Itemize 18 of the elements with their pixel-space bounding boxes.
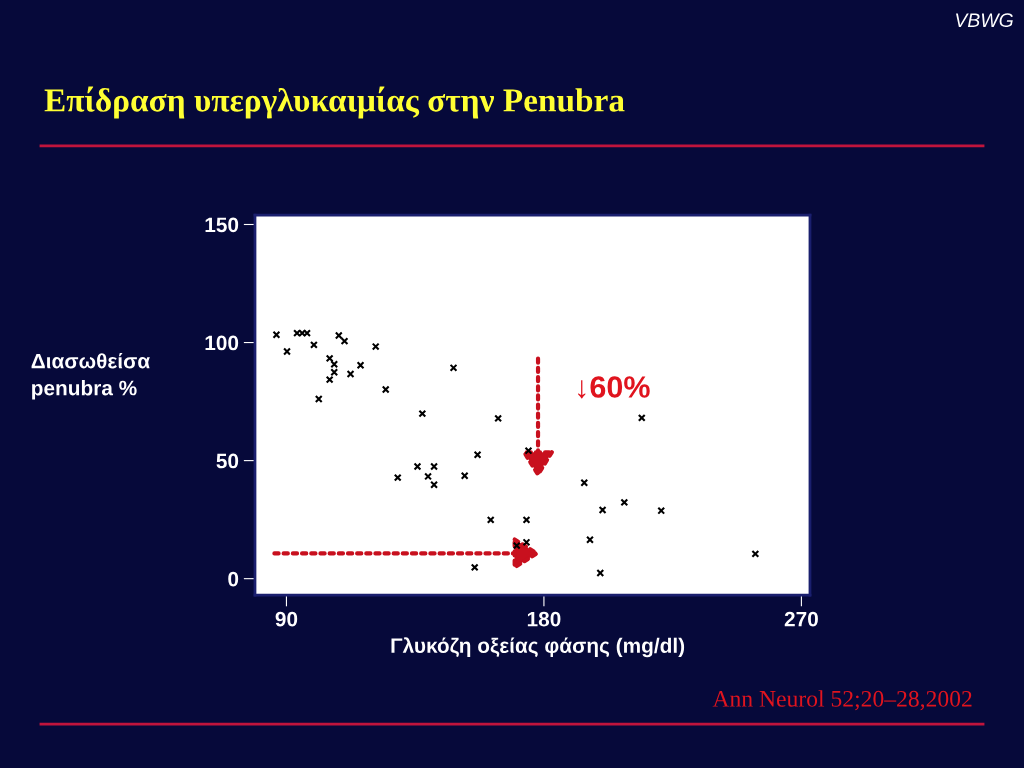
text: VBWG bbox=[956, 13, 1013, 28]
point bbox=[314, 394, 323, 403]
y-axis-title: Διασωθείσα penubra % bbox=[31, 352, 150, 400]
x-tick-label: 180 bbox=[527, 611, 561, 627]
point bbox=[430, 480, 439, 489]
annotation: ↓60% bbox=[578, 376, 650, 399]
x-tick-label: 90 bbox=[275, 611, 298, 627]
text: Ann Neurol 52;20–28,2002 bbox=[712, 690, 972, 711]
y-tick-label: 0 bbox=[228, 571, 239, 587]
chart-title: Επίδραση υπεργλυκαιμίας στην Penubra bbox=[44, 86, 625, 119]
x-axis-title: Γλυκόζη οξείας φάσης (mg/dl) bbox=[391, 637, 685, 658]
point bbox=[596, 569, 605, 577]
y-tick-label: 150 bbox=[205, 217, 239, 233]
point bbox=[486, 515, 495, 524]
point bbox=[586, 535, 594, 544]
y-tick-label: 100 bbox=[205, 335, 239, 351]
x-tick-label: 270 bbox=[784, 611, 818, 627]
y-tick-label: 50 bbox=[216, 453, 239, 469]
